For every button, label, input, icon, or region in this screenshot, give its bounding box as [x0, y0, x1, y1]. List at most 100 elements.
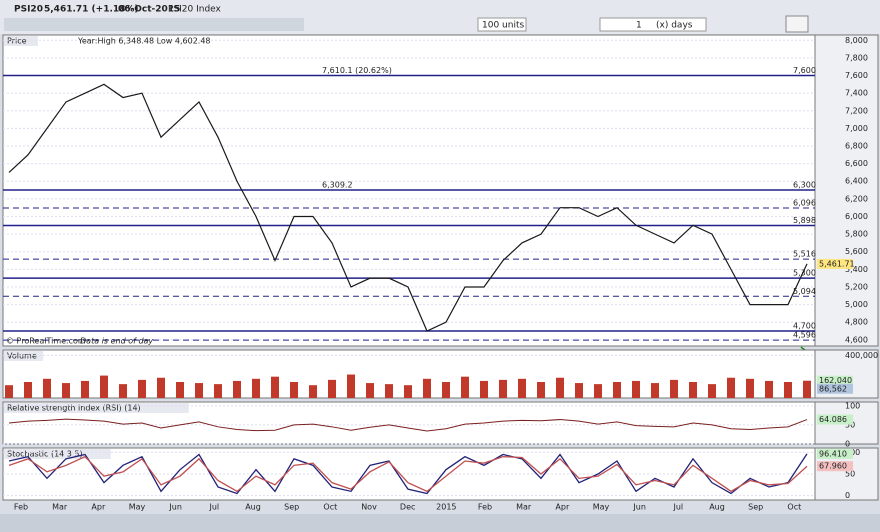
units-select[interactable]	[477, 17, 527, 32]
panel-title: Volume	[7, 352, 37, 361]
volume-bar	[271, 376, 279, 398]
x-tick-label: Feb	[14, 503, 28, 512]
volume-bar	[138, 379, 146, 398]
units[interactable]: 100 units	[482, 21, 524, 31]
period-value[interactable]: 1	[636, 21, 642, 31]
volume-bar	[119, 384, 127, 398]
x-tick-label: Aug	[709, 503, 725, 512]
level-label: 4,596	[793, 331, 816, 340]
volume-bar	[195, 383, 203, 398]
period-unit[interactable]: (x) days	[656, 21, 693, 31]
volume-bar	[594, 384, 602, 398]
panel-title: Price	[7, 37, 27, 46]
chart-type-button[interactable]	[785, 15, 809, 33]
price-line	[8, 83, 808, 332]
y-tick-label: 8,000	[845, 36, 868, 45]
volume-bar	[366, 383, 374, 398]
volume-bar	[556, 377, 564, 398]
annotation: 7,610.1 (20.62%)	[322, 66, 392, 75]
panel-title: Relative strength index (RSI) (14)	[7, 404, 141, 413]
axis-background	[814, 34, 879, 347]
level-label: 5,516	[793, 250, 816, 259]
y-tick-label: 4,600	[845, 335, 868, 344]
volume-bar	[727, 377, 735, 398]
volume-bar	[328, 379, 336, 398]
volume-bar	[461, 376, 469, 398]
value-tag-label: 67.960	[819, 462, 847, 471]
quote: 5,461.71 (+1.18%)	[44, 5, 139, 15]
volume-bar	[157, 377, 165, 398]
panel-title-bg	[4, 351, 44, 361]
rsi-line	[8, 418, 808, 432]
y-tick-label: 7,200	[845, 106, 868, 115]
volume-bar	[784, 382, 792, 398]
annotation: 6,309.2	[322, 181, 353, 190]
y-tick-label: 7,800	[845, 53, 868, 62]
value-tag-label: 86,562	[819, 384, 847, 393]
volume-bar	[746, 378, 754, 398]
volume-bar	[708, 384, 716, 398]
panel-title-bg	[4, 36, 38, 46]
level-label: 6,096	[793, 199, 816, 208]
y-tick-label: 0	[845, 440, 850, 449]
data-note: Data is end of day	[80, 337, 153, 346]
value-tag	[817, 383, 853, 394]
y-tick-label: 400,000	[845, 351, 878, 360]
volume-bar	[252, 378, 260, 398]
volume-bar	[765, 380, 773, 398]
y-tick-label: 4,800	[845, 318, 868, 327]
y-tick-label: 7,000	[845, 124, 868, 133]
volume-bar	[233, 380, 241, 398]
x-tick-label: Jul	[673, 503, 684, 512]
value-tag-label: 5,461.71	[819, 259, 855, 268]
y-tick-label: 100	[845, 401, 860, 410]
date: 06-Oct-2015	[118, 5, 180, 15]
y-tick-label: 5,400	[845, 265, 868, 274]
x-tick-label: Apr	[91, 503, 106, 512]
volume-bar	[632, 380, 640, 398]
x-tick-label: Oct	[323, 503, 337, 512]
volume-bar	[651, 383, 659, 398]
x-tick-label: Apr	[555, 503, 570, 512]
volume-bar	[499, 379, 507, 398]
volume-bar	[214, 384, 222, 398]
volume-bar	[518, 378, 526, 398]
x-tick-label: 2015	[436, 503, 456, 512]
value-tag	[817, 258, 853, 269]
volume-bar	[480, 380, 488, 398]
level-label: 5,300	[793, 269, 816, 278]
level-label: 6,300	[793, 181, 816, 190]
y-tick-label: 5,000	[845, 300, 868, 309]
volume-bar	[537, 382, 545, 398]
volume-bar	[575, 383, 583, 398]
y-tick-label: 50	[845, 420, 855, 429]
value-tag	[817, 375, 853, 386]
panel-title-bg	[4, 403, 189, 413]
y-tick-label: 50	[845, 470, 855, 479]
price-info: Year:High 6,348.48 Low 4,602.48	[77, 37, 211, 46]
y-tick-label: 5,200	[845, 282, 868, 291]
panel-title-bg	[4, 449, 111, 459]
period-select[interactable]	[599, 17, 707, 32]
value-tag-label: 64.086	[819, 415, 847, 424]
y-tick-label: 6,600	[845, 159, 868, 168]
volume-bar	[24, 382, 32, 398]
value-tag	[817, 414, 853, 425]
volume-bar	[43, 378, 51, 398]
volume-bar	[100, 375, 108, 398]
volume-bar	[442, 382, 450, 398]
tool-icons[interactable]	[4, 18, 304, 31]
x-tick-label: Feb	[478, 503, 492, 512]
volume-bar	[385, 384, 393, 398]
symbol[interactable]: PSI20	[14, 5, 43, 15]
bottom-bar	[0, 514, 880, 532]
level-label: 4,700	[793, 322, 816, 331]
y-tick-label: 6,200	[845, 194, 868, 203]
x-tick-label: Aug	[245, 503, 261, 512]
value-tag-label: 96.410	[819, 449, 847, 458]
volume-bar	[81, 380, 89, 398]
level-label: 5,094	[793, 287, 816, 296]
volume-bar	[803, 380, 811, 398]
